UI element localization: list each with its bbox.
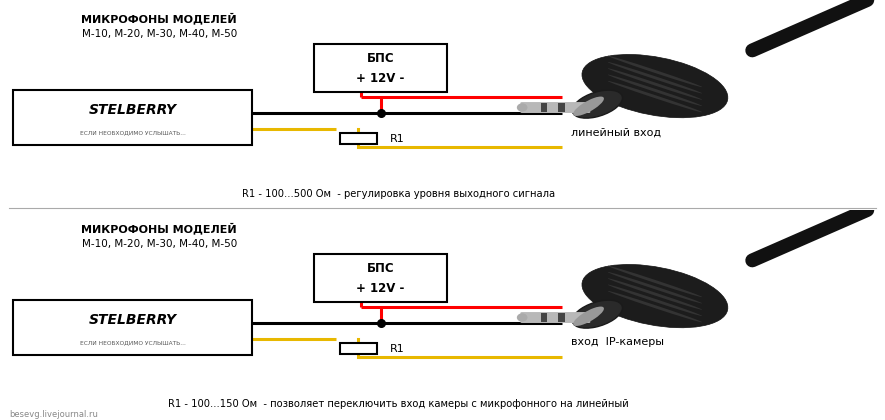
Text: besevg.livejournal.ru: besevg.livejournal.ru — [9, 410, 97, 419]
Ellipse shape — [573, 90, 622, 118]
Text: М-10, М-20, М-30, М-40, М-50: М-10, М-20, М-30, М-40, М-50 — [81, 239, 237, 249]
Text: STELBERRY: STELBERRY — [88, 103, 177, 117]
Text: + 12V -: + 12V - — [357, 282, 404, 295]
Text: STELBERRY: STELBERRY — [88, 313, 177, 327]
Text: R1 - 100...150 Ом  - позволяет переключить вход камеры с микрофонного на линейны: R1 - 100...150 Ом - позволяет переключит… — [168, 399, 628, 409]
Ellipse shape — [608, 285, 702, 316]
Ellipse shape — [608, 266, 702, 297]
Ellipse shape — [582, 265, 727, 328]
Bar — [558, 313, 565, 322]
FancyBboxPatch shape — [314, 44, 447, 92]
FancyBboxPatch shape — [340, 133, 377, 144]
Text: МИКРОФОНЫ МОДЕЛЕЙ: МИКРОФОНЫ МОДЕЛЕЙ — [81, 223, 237, 235]
FancyBboxPatch shape — [520, 102, 590, 113]
Text: МИКРОФОНЫ МОДЕЛЕЙ: МИКРОФОНЫ МОДЕЛЕЙ — [81, 13, 237, 25]
Text: М-10, М-20, М-30, М-40, М-50: М-10, М-20, М-30, М-40, М-50 — [81, 29, 237, 39]
Bar — [541, 103, 547, 112]
FancyBboxPatch shape — [520, 312, 590, 323]
Bar — [541, 313, 547, 322]
Ellipse shape — [608, 291, 702, 322]
FancyBboxPatch shape — [13, 300, 252, 355]
Ellipse shape — [608, 272, 702, 303]
Text: БПС: БПС — [366, 262, 395, 275]
Text: ЕСЛИ НЕОБХОДИМО УСЛЫШАТЬ...: ЕСЛИ НЕОБХОДИМО УСЛЫШАТЬ... — [80, 130, 186, 135]
Ellipse shape — [573, 300, 622, 328]
Text: ЕСЛИ НЕОБХОДИМО УСЛЫШАТЬ...: ЕСЛИ НЕОБХОДИМО УСЛЫШАТЬ... — [80, 340, 186, 345]
Ellipse shape — [582, 55, 727, 118]
FancyBboxPatch shape — [13, 90, 252, 145]
Text: R1 - 100...500 Ом  - регулировка уровня выходного сигнала: R1 - 100...500 Ом - регулировка уровня в… — [242, 189, 555, 199]
Ellipse shape — [608, 278, 702, 310]
Text: линейный вход: линейный вход — [571, 127, 661, 137]
Text: R1: R1 — [390, 344, 405, 354]
Ellipse shape — [608, 75, 702, 106]
Ellipse shape — [573, 97, 604, 116]
Ellipse shape — [573, 307, 604, 326]
Bar — [558, 103, 565, 112]
FancyBboxPatch shape — [340, 343, 377, 354]
Ellipse shape — [517, 103, 527, 112]
Ellipse shape — [608, 62, 702, 93]
Ellipse shape — [517, 313, 527, 322]
Text: R1: R1 — [390, 134, 405, 144]
Text: вход  IP-камеры: вход IP-камеры — [571, 337, 664, 347]
FancyBboxPatch shape — [314, 254, 447, 302]
Ellipse shape — [608, 56, 702, 87]
Text: + 12V -: + 12V - — [357, 72, 404, 85]
Ellipse shape — [608, 81, 702, 112]
Ellipse shape — [608, 68, 702, 100]
Text: БПС: БПС — [366, 52, 395, 65]
